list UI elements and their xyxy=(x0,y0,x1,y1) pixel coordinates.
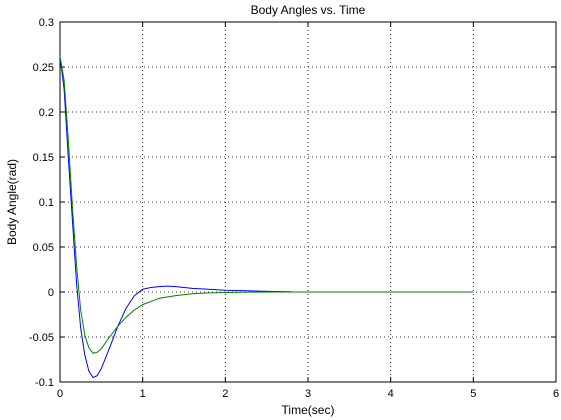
series-line-1 xyxy=(59,56,292,378)
y-tick-label: 0.3 xyxy=(39,17,54,29)
x-tick-label: 4 xyxy=(388,388,394,400)
y-tick-label: 0.25 xyxy=(33,62,54,74)
y-tick-label: 0.2 xyxy=(39,107,54,119)
chart-title: Body Angles vs. Time xyxy=(251,3,366,17)
x-tick-label: 0 xyxy=(57,388,63,400)
tick-layer: 0 1 2 3 4 5 6 -0.1 -0.05 0 0.05 0.1 0.15 0.2 0.25 0.3 xyxy=(29,17,559,400)
series-line-2 xyxy=(59,56,474,354)
x-axis-label: Time(sec) xyxy=(282,403,335,417)
y-tick-label: 0 xyxy=(48,287,54,299)
x-tick-label: 6 xyxy=(553,388,559,400)
x-tick-label: 1 xyxy=(140,388,146,400)
y-tick-label: 0.05 xyxy=(33,242,54,254)
series-layer xyxy=(59,56,474,378)
x-tick-label: 3 xyxy=(305,388,311,400)
y-tick-label: -0.05 xyxy=(29,332,54,344)
y-tick-label: 0.1 xyxy=(39,197,54,209)
x-tick-label: 2 xyxy=(222,388,228,400)
x-tick-label: 5 xyxy=(470,388,476,400)
y-tick-label: -0.1 xyxy=(35,377,54,389)
y-tick-label: 0.15 xyxy=(33,152,54,164)
y-axis-label: Body Angle(rad) xyxy=(5,159,19,245)
